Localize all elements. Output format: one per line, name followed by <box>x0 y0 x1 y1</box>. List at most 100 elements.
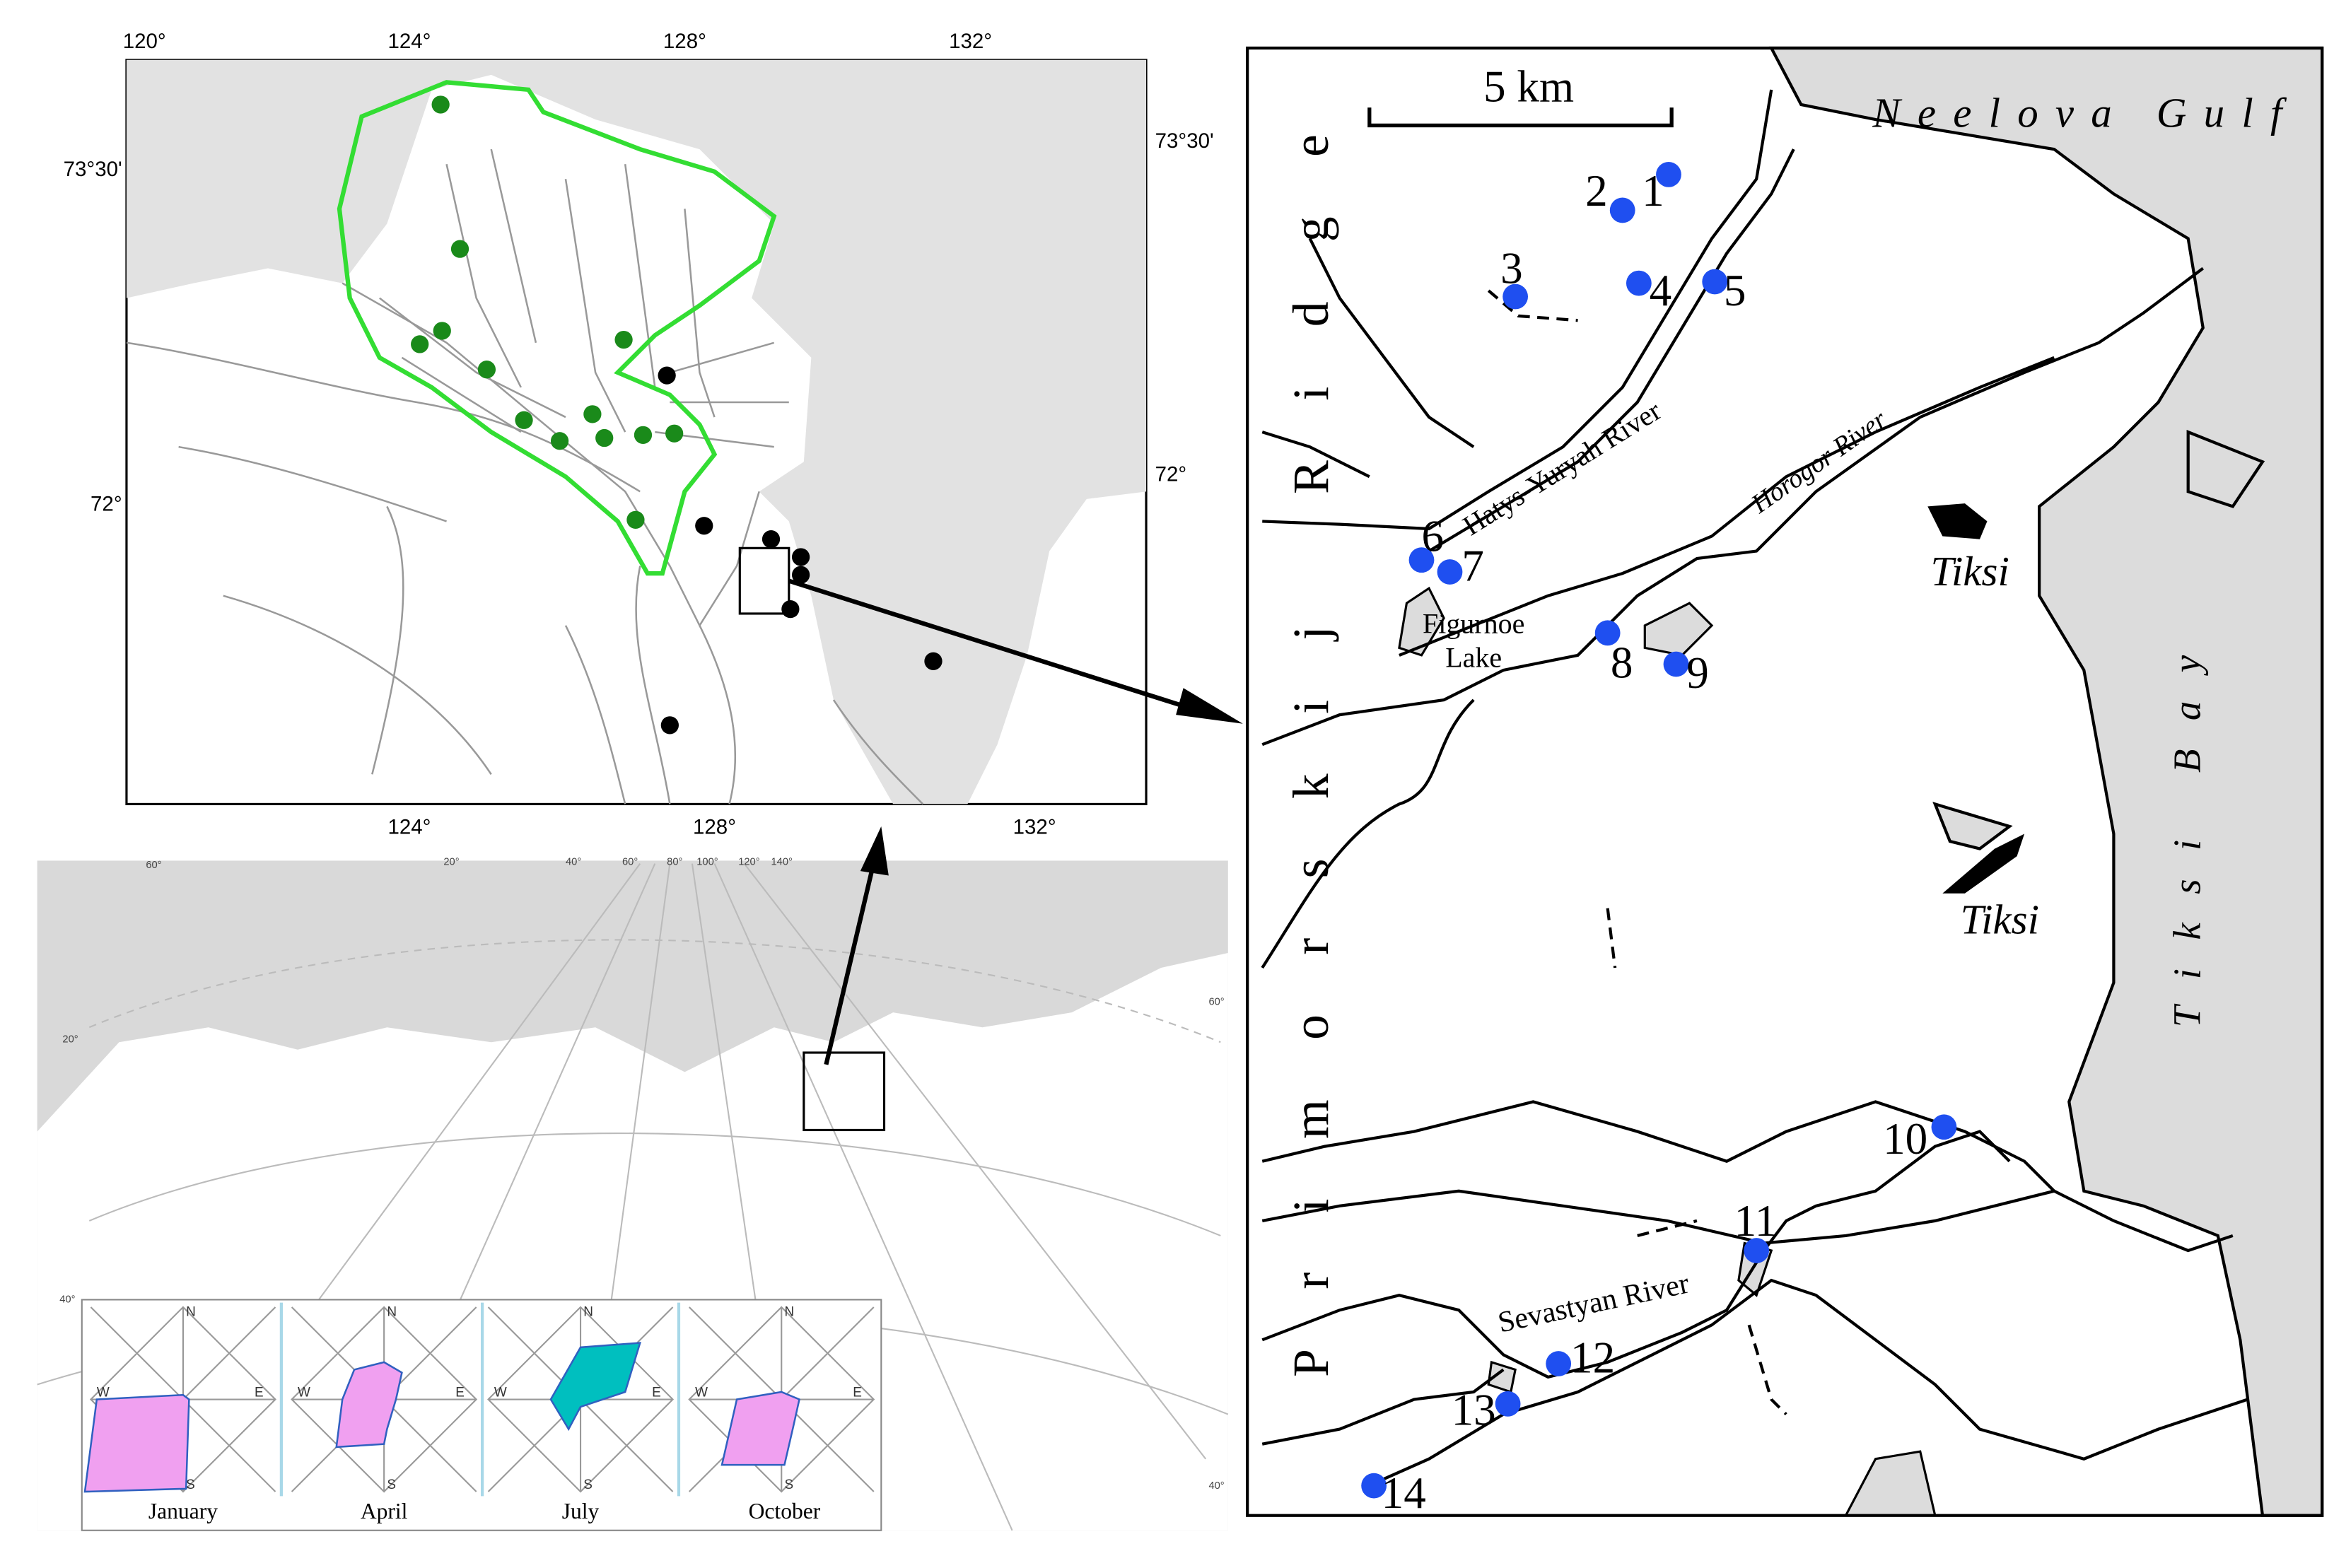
wind-roses: N E S W January N E S W April N E S W July N E S W October <box>83 1302 875 1523</box>
river <box>342 282 760 628</box>
graticule-label: 60° <box>622 857 638 868</box>
compass-label: N <box>583 1305 593 1320</box>
river <box>1261 1249 1766 1446</box>
lat-label: 72° <box>91 493 122 516</box>
figurnoe-lake <box>1398 586 1445 657</box>
arrow-head <box>1176 688 1243 724</box>
lon-label: 124° <box>387 30 431 53</box>
region-box <box>803 1051 886 1132</box>
sample-site <box>614 330 633 349</box>
month-label: October <box>749 1499 821 1523</box>
compass-label: N <box>387 1305 397 1320</box>
compass-label: N <box>784 1305 794 1320</box>
compass-label: W <box>97 1385 110 1400</box>
lake <box>1643 602 1714 657</box>
sample-site <box>515 411 533 429</box>
station-label: 1 <box>1642 166 1664 216</box>
station-label: 3 <box>1500 244 1523 293</box>
wind-frequency <box>549 1342 641 1432</box>
graticule-label: 140° <box>771 857 793 868</box>
town-label: Tiksi <box>1930 548 2009 595</box>
sample-site <box>595 428 614 447</box>
graticule-label: 60° <box>1208 997 1224 1008</box>
town-icon <box>1942 833 2025 894</box>
compass-label: S <box>583 1478 593 1492</box>
town-label: Tiksi <box>1961 896 2039 943</box>
wind-frequency <box>720 1391 800 1466</box>
sample-site <box>634 426 653 444</box>
station <box>1594 620 1621 646</box>
sample-site <box>433 322 451 340</box>
river <box>1261 267 2205 747</box>
sample-site <box>450 240 469 258</box>
station <box>1495 1391 1521 1417</box>
graticule-label: 40° <box>566 857 581 868</box>
station <box>1502 283 1529 310</box>
station-label: 9 <box>1686 648 1709 698</box>
station <box>1609 197 1635 223</box>
station-label: 14 <box>1382 1468 1426 1518</box>
river <box>1763 1130 2011 1252</box>
island <box>2186 430 2265 508</box>
graticule-label: 120° <box>738 857 759 868</box>
spit <box>1932 802 2013 850</box>
lon-label: 120° <box>123 30 166 53</box>
sample-site <box>431 95 450 114</box>
sea <box>126 59 1147 805</box>
sample-site <box>626 510 645 529</box>
compass-label: S <box>387 1478 396 1492</box>
wind-frequency <box>83 1393 190 1493</box>
lon-label: 124° <box>387 816 431 839</box>
sample-site <box>583 405 602 423</box>
station-label: 4 <box>1650 266 1672 315</box>
graticule-labels: 60° 20° 40° 60° 80° 100° 120° 140° 20° 40° 60° 40° <box>59 857 1225 1492</box>
lake-label: Lake <box>1445 642 1502 674</box>
arrow <box>824 855 877 1065</box>
month-label: April <box>361 1499 408 1523</box>
sample-site <box>665 424 684 443</box>
overview-labels: 120° 124° 128° 132° 124° 128° 132° 73°30… <box>64 30 1214 839</box>
sample-site <box>660 716 679 735</box>
graticule-label: 40° <box>59 1294 75 1306</box>
river <box>1262 89 1773 531</box>
station <box>1626 270 1652 296</box>
compass-label: E <box>255 1385 264 1400</box>
wind-frequency <box>335 1361 403 1449</box>
sample-site <box>550 432 569 450</box>
arrow-head <box>860 826 889 876</box>
lon-label: 132° <box>1013 816 1056 839</box>
station <box>1656 162 1681 187</box>
station <box>1663 651 1689 677</box>
river <box>1261 698 2055 1193</box>
town-icon <box>1927 503 1988 539</box>
delta-channel <box>379 148 789 448</box>
compass-label: W <box>695 1385 708 1400</box>
graticule-label: 40° <box>1208 1480 1224 1492</box>
station-label: 11 <box>1734 1196 1778 1246</box>
graticule-label: 100° <box>696 857 718 868</box>
lon-label: 128° <box>693 816 736 839</box>
sample-site <box>791 566 810 584</box>
graticule-label: 20° <box>62 1034 78 1045</box>
scale-bar <box>1367 107 1674 128</box>
compass-label: E <box>853 1385 862 1400</box>
arctic-circle <box>88 939 1221 1043</box>
station-label: 8 <box>1611 638 1633 687</box>
sample-site <box>658 366 676 385</box>
sample-site <box>924 652 943 670</box>
compass-label: W <box>494 1385 507 1400</box>
compass-label: S <box>784 1478 793 1492</box>
station <box>1744 1238 1770 1263</box>
russia-map: 60° 20° 40° 60° 80° 100° 120° 140°20°40°60°40° … <box>37 826 1229 1531</box>
compass-label: S <box>186 1478 195 1492</box>
station <box>1437 559 1463 585</box>
graticule-label: 60° <box>146 860 161 871</box>
sample-site <box>791 548 810 566</box>
bay-label: Tiksi Bay <box>2166 655 2209 1027</box>
station <box>1702 269 1728 295</box>
black-dots <box>658 366 943 735</box>
river <box>1428 148 1795 553</box>
lake-label: Figurnoe <box>1423 607 1524 639</box>
